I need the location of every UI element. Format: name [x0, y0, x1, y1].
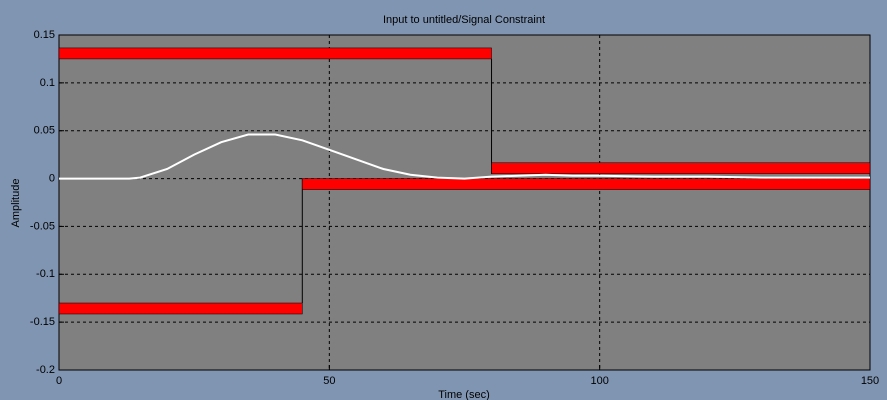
y-tick-label: 0	[49, 172, 55, 184]
bound-band	[302, 178, 871, 190]
x-tick-label: 100	[590, 375, 608, 387]
y-tick-label: 0.05	[34, 125, 55, 137]
signal-line	[59, 133, 870, 180]
plot-area	[58, 34, 871, 371]
y-tick-label: -0.2	[36, 364, 55, 376]
bound-band	[58, 302, 303, 315]
x-tick-label: 150	[861, 375, 879, 387]
x-tick-label: 50	[323, 375, 335, 387]
x-axis-label: Time (sec)	[438, 389, 490, 400]
chart-title: Input to untitled/Signal Constraint	[383, 14, 545, 26]
y-tick-label: -0.05	[30, 220, 55, 232]
bound-band	[58, 47, 492, 60]
x-tick-label: 0	[56, 375, 62, 387]
y-axis-label: Amplitude	[10, 179, 22, 228]
y-tick-label: 0.15	[34, 29, 55, 41]
bound-band	[491, 162, 871, 175]
y-tick-label: 0.1	[40, 77, 55, 89]
y-tick-label: -0.15	[30, 316, 55, 328]
y-tick-label: -0.1	[36, 268, 55, 280]
